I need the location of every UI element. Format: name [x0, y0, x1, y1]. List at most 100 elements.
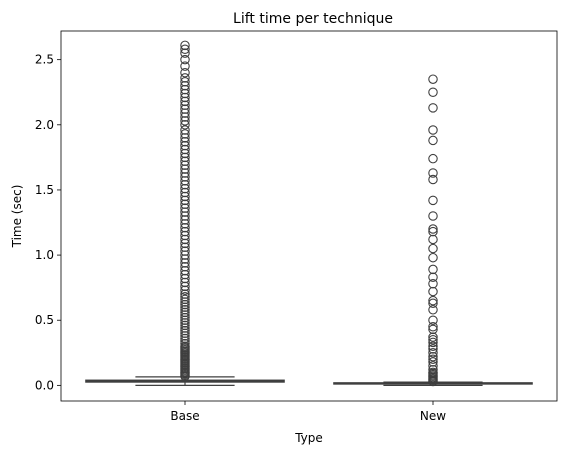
outlier-point: [180, 338, 190, 349]
outlier-point: [180, 307, 190, 318]
outlier-point: [428, 286, 438, 297]
outlier-point: [180, 310, 190, 320]
outlier-point: [180, 168, 190, 178]
outlier-point: [428, 324, 438, 335]
outlier-point: [180, 116, 190, 126]
outlier-point: [180, 140, 190, 151]
outlier-point: [180, 40, 190, 51]
outlier-point: [428, 226, 438, 237]
outlier-point: [428, 305, 438, 315]
outlier-point: [180, 265, 190, 276]
y-axis-label: Time (sec): [10, 185, 24, 249]
outlier-point: [180, 207, 190, 217]
outlier-point: [180, 289, 190, 299]
outlier-point: [180, 230, 190, 241]
outlier-point: [180, 281, 190, 292]
outlier-point: [180, 246, 190, 256]
outlier-point: [180, 258, 190, 268]
outlier-point: [180, 61, 190, 71]
outlier-point: [428, 135, 438, 146]
outlier-point: [180, 100, 190, 111]
outlier-point: [180, 136, 190, 147]
outlier-point: [180, 285, 190, 296]
outlier-point: [180, 112, 190, 122]
outlier-point: [428, 321, 438, 332]
outlier-point: [180, 160, 190, 170]
outlier-point: [428, 278, 438, 289]
y-tick-label: 2.0: [35, 118, 54, 132]
outlier-point: [180, 156, 190, 167]
y-tick-label: 2.5: [35, 53, 54, 67]
outlier-point: [180, 269, 190, 280]
outlier-point: [428, 364, 438, 375]
outlier-point: [428, 344, 438, 354]
outlier-point: [428, 87, 438, 97]
outlier-point: [180, 250, 190, 260]
outlier-point: [180, 234, 190, 245]
outlier-point: [180, 152, 190, 163]
outlier-point: [180, 80, 190, 91]
outlier-point: [180, 273, 190, 284]
outlier-point: [428, 354, 438, 365]
outlier-point: [180, 54, 190, 65]
outlier-point: [180, 179, 190, 190]
outlier-point: [180, 292, 190, 302]
outlier-point: [428, 174, 438, 185]
outlier-point: [428, 103, 438, 113]
outlier-point: [428, 74, 438, 84]
outlier-point: [180, 297, 190, 307]
outlier-point: [428, 224, 438, 234]
outlier-point: [428, 153, 438, 164]
outlier-point: [180, 226, 190, 237]
outlier-point: [428, 341, 438, 352]
outlier-point: [180, 203, 190, 213]
outlier-point: [180, 318, 190, 328]
outlier-point: [180, 320, 190, 331]
outlier-point: [180, 92, 190, 103]
outlier-point: [428, 272, 438, 282]
outlier-point: [180, 277, 190, 288]
outlier-point: [180, 331, 190, 341]
outlier-point: [428, 211, 438, 221]
outlier-point: [180, 84, 190, 95]
y-tick-label: 1.0: [35, 248, 54, 262]
outlier-point: [180, 294, 190, 305]
box-group-new: [333, 74, 533, 387]
outlier-point: [428, 234, 438, 245]
outlier-point: [180, 299, 190, 310]
outlier-point: [428, 348, 438, 358]
x-tick-label: Base: [170, 409, 199, 423]
outlier-point: [180, 302, 190, 312]
outlier-point: [180, 328, 190, 339]
outlier-point: [428, 332, 438, 342]
outlier-point: [428, 351, 438, 362]
outlier-point: [180, 96, 190, 107]
outlier-point: [180, 325, 190, 336]
outlier-point: [180, 195, 190, 206]
outlier-point: [428, 125, 438, 135]
outlier-point: [180, 199, 190, 210]
outlier-point: [180, 144, 190, 155]
outlier-point: [180, 73, 190, 83]
outlier-point: [428, 298, 438, 309]
outlier-point: [180, 187, 190, 198]
outlier-point: [180, 129, 190, 139]
outlier-point: [428, 367, 438, 378]
outlier-point: [428, 295, 438, 306]
outlier-point: [180, 172, 190, 182]
outlier-point: [180, 219, 190, 229]
outlier-point: [180, 341, 190, 352]
outlier-point: [428, 264, 438, 275]
y-tick-label: 0.5: [35, 313, 54, 327]
outlier-point: [428, 168, 438, 178]
outlier-point: [180, 120, 190, 130]
outlier-point: [180, 211, 190, 221]
outlier-point: [180, 238, 190, 249]
outlier-point: [180, 104, 190, 114]
outlier-point: [180, 254, 190, 264]
outlier-point: [428, 335, 438, 345]
outlier-point: [180, 242, 190, 253]
outlier-point: [180, 125, 190, 135]
y-axis: 0.0 0.5 1.0 1.5 2.0 2.5: [35, 53, 61, 392]
